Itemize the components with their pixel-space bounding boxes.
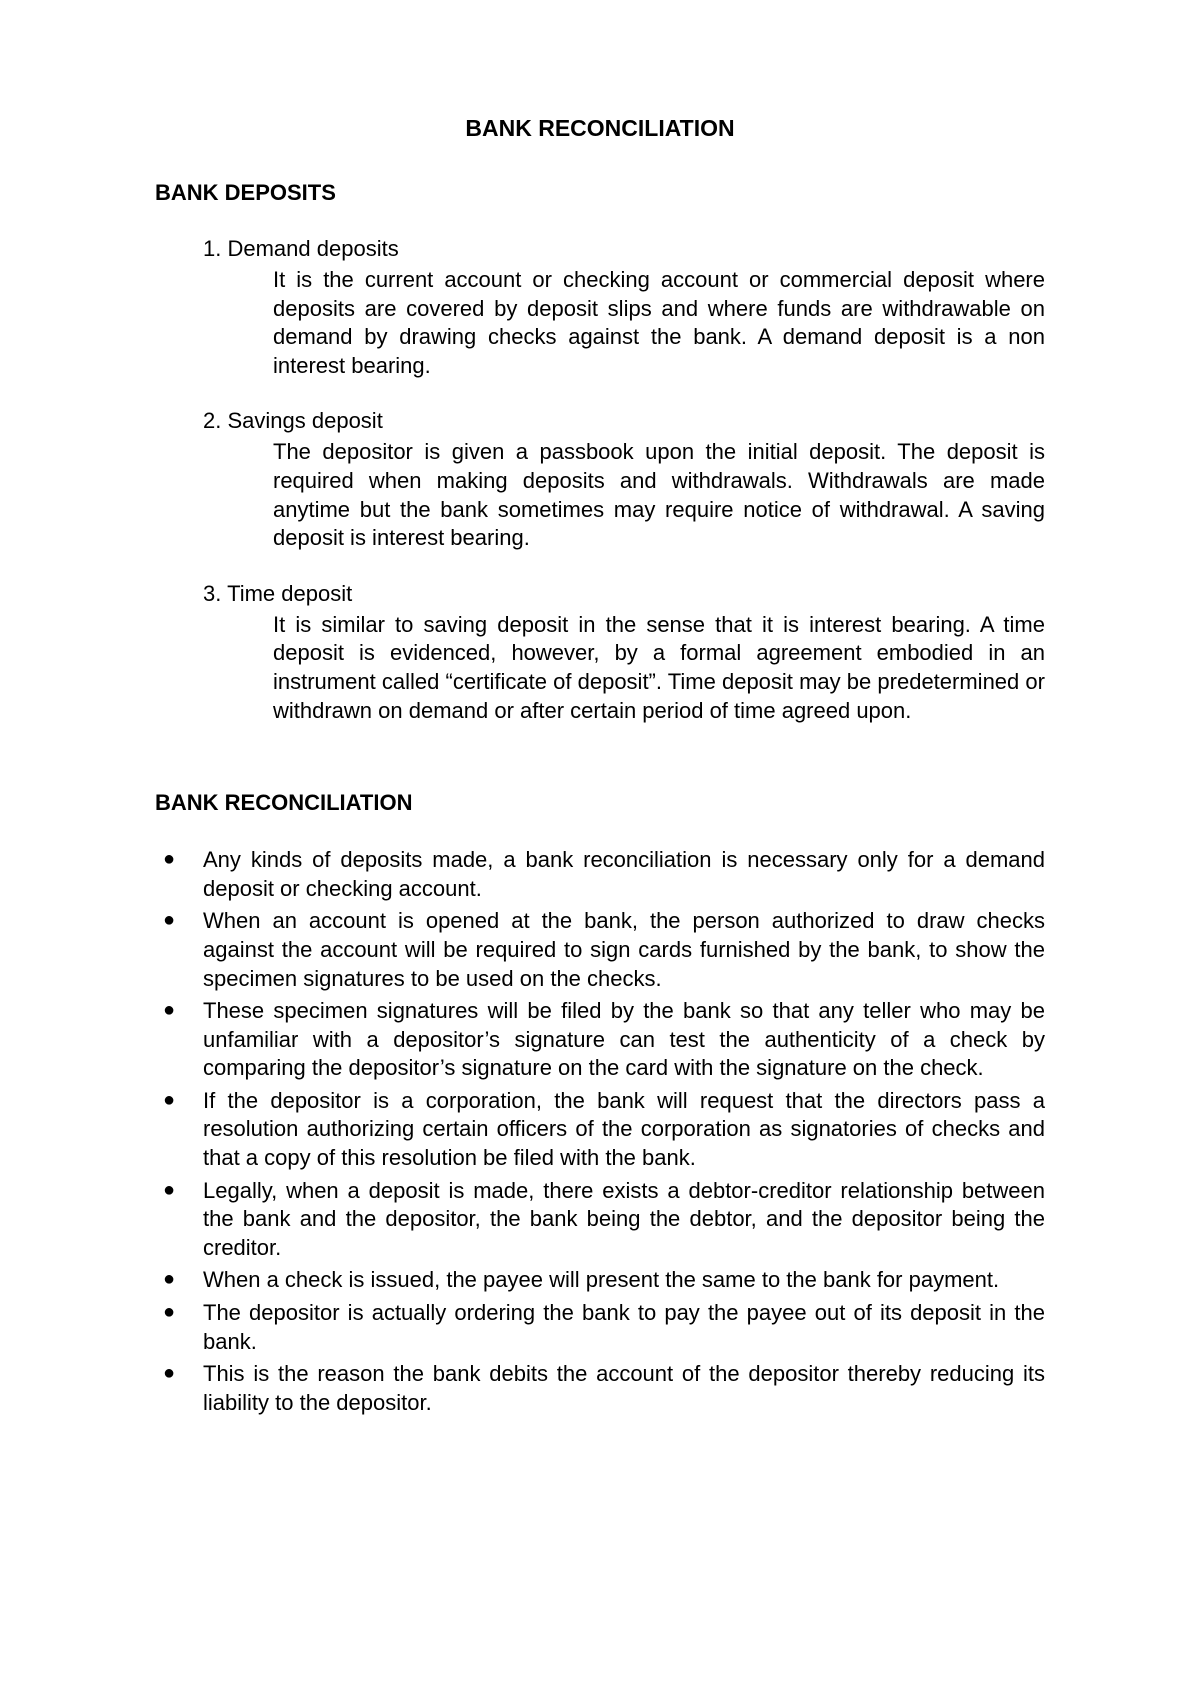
item-number: 3. <box>203 581 221 606</box>
numbered-item-body: It is the current account or checking ac… <box>273 266 1045 380</box>
item-number: 2. <box>203 408 221 433</box>
section-heading-deposits: BANK DEPOSITS <box>155 180 1045 206</box>
numbered-item-title: 3. Time deposit <box>203 581 1045 607</box>
bullet-item: These specimen signatures will be filed … <box>155 997 1045 1083</box>
numbered-item: 1. Demand deposits It is the current acc… <box>203 236 1045 380</box>
bullet-item: When a check is issued, the payee will p… <box>155 1266 1045 1295</box>
main-title: BANK RECONCILIATION <box>155 115 1045 142</box>
bullet-list: Any kinds of deposits made, a bank recon… <box>155 846 1045 1417</box>
bullet-item: Any kinds of deposits made, a bank recon… <box>155 846 1045 903</box>
numbered-item-title: 2. Savings deposit <box>203 408 1045 434</box>
numbered-item: 2. Savings deposit The depositor is give… <box>203 408 1045 552</box>
item-title: Time deposit <box>227 581 352 606</box>
bullet-item: When an account is opened at the bank, t… <box>155 907 1045 993</box>
section-heading-reconciliation: BANK RECONCILIATION <box>155 790 1045 816</box>
item-title: Demand deposits <box>227 236 398 261</box>
bullet-item: Legally, when a deposit is made, there e… <box>155 1177 1045 1263</box>
numbered-item-title: 1. Demand deposits <box>203 236 1045 262</box>
bullet-item: This is the reason the bank debits the a… <box>155 1360 1045 1417</box>
bullet-item: If the depositor is a corporation, the b… <box>155 1087 1045 1173</box>
numbered-item-body: It is similar to saving deposit in the s… <box>273 611 1045 725</box>
numbered-item: 3. Time deposit It is similar to saving … <box>203 581 1045 725</box>
numbered-item-body: The depositor is given a passbook upon t… <box>273 438 1045 552</box>
bullet-item: The depositor is actually ordering the b… <box>155 1299 1045 1356</box>
item-number: 1. <box>203 236 221 261</box>
item-title: Savings deposit <box>227 408 382 433</box>
